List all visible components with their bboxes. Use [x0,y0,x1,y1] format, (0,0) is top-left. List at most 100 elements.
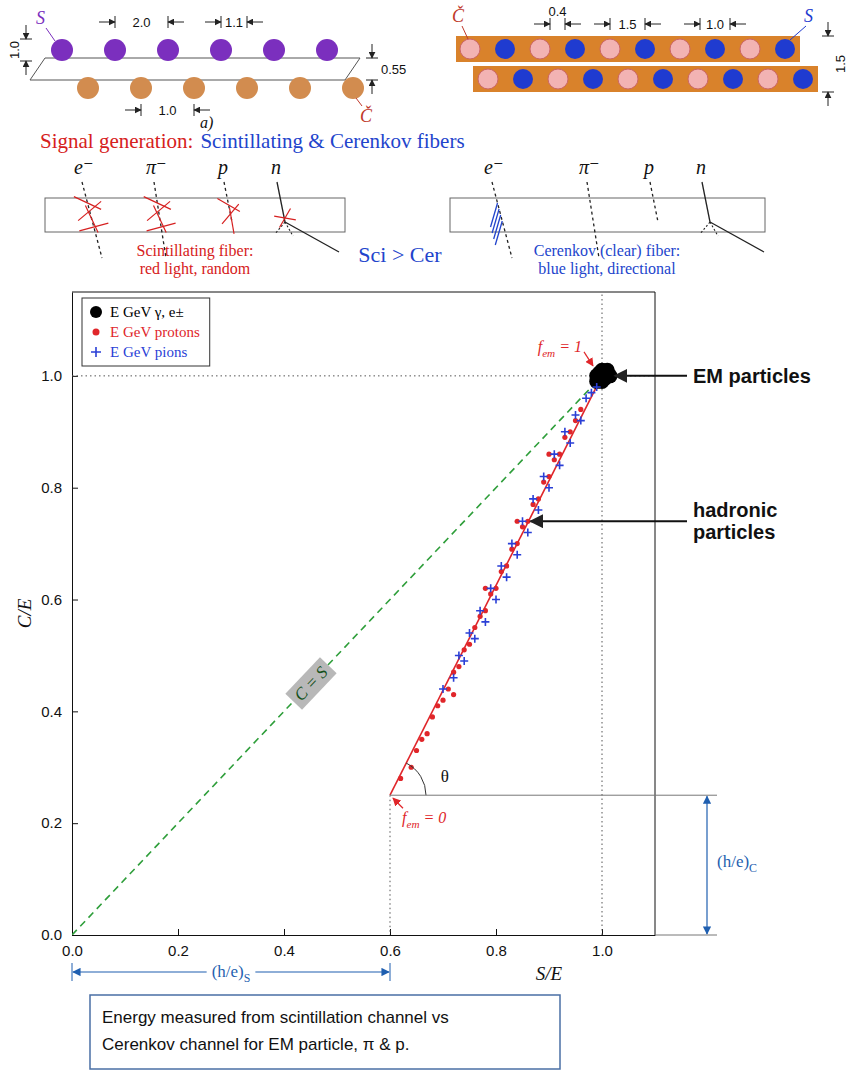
y-tick-label: 0.8 [41,479,62,496]
hadron-line [390,376,602,795]
scintillation-light [280,208,291,227]
neutron-track [710,222,764,252]
scintillating-fiber [157,39,179,61]
x-tick-label: 0.2 [168,942,189,959]
scintillation-light [74,197,101,210]
y-tick-mark [72,711,78,712]
angle-label: θ [441,767,449,786]
particle-track [82,182,102,258]
fragment-track [700,222,710,234]
h-over-e-s-end [72,963,73,981]
dimension-arrow [565,24,581,25]
scintillating-fiber [565,39,585,59]
data-point [524,528,532,536]
hadron-annotations: fem = 0fem = 1θ [393,338,593,830]
dimension-arrow [99,22,115,23]
cerenkov-light [492,209,499,233]
cerenkov-fiber [183,77,205,99]
data-point [492,596,500,604]
dimension-arrow [684,24,700,25]
signal-caption: blue light, directional [538,260,676,278]
y-tick-label: 0.0 [41,926,62,943]
y-axis: 0.00.20.40.60.81.0 [41,293,78,944]
cerenkov-fiber [530,39,550,59]
dimension-arrow [194,110,210,111]
neutron-track [702,182,710,222]
h-over-e-c-label-main: (h/e) [717,852,749,871]
legend: E GeV γ, e±E GeV protonsE GeV pions [82,298,210,366]
scintillating-fiber [210,39,232,61]
data-point [430,714,435,719]
scintillating-fiber [513,69,533,89]
data-point [529,495,537,503]
data-point [578,407,583,412]
signal-panel: e⁻π⁻pnCerenkov (clear) fiber:blue light,… [450,156,765,278]
data-point [456,664,461,669]
fiber-label: Č [452,5,465,26]
particle-label: n [696,156,706,178]
dimension-arrow [594,24,610,25]
data-point [466,629,474,637]
data-point [481,618,489,626]
data-point [398,776,403,781]
data-point [561,428,569,436]
leader-line [356,98,362,106]
data-point [450,674,458,682]
scintillation-light [217,199,240,212]
x-tick: 0.6 [380,929,401,959]
legend-box [82,298,210,366]
dimension-arrow [730,24,746,25]
scintillating-fiber [635,39,655,59]
signal-title: Signal generation: Scintillating & Cerenk… [40,129,465,153]
callout-arrow [615,375,687,377]
comparison-label: Sci > Cer [358,242,442,267]
scintillation-light [147,201,170,220]
signal-title-main: Signal generation: [40,129,193,153]
h-over-e-c-label-sub: C [749,861,757,875]
data-point [414,748,419,753]
y-tick-label: 0.6 [41,591,62,608]
data-point [419,737,424,742]
dimension-label: 2.0 [132,15,150,30]
data-point [487,584,495,592]
y-tick: 0.2 [41,814,78,831]
data-point [476,607,484,615]
y-tick: 0.8 [41,479,78,496]
data-point [455,651,463,659]
fiber-box [45,198,345,232]
legend-marker [91,347,101,357]
data-point [451,692,456,697]
dimension-label: 1.5 [833,55,848,73]
fiber-label: S [804,6,813,26]
cerenkov-fiber [478,69,498,89]
particle-label: p [642,156,654,179]
data-point [519,517,527,525]
data-point [462,647,467,652]
scintillating-fiber [583,69,603,89]
cerenkov-fiber [130,77,152,99]
dimension-arrow [645,24,661,25]
plot-marks [72,292,655,935]
signal-title-sub: Scintillating & Cerenkov fibers [200,129,464,153]
data-point [503,573,511,581]
dimension-arrow [26,25,27,39]
signal-caption: red light, random [140,260,251,278]
fiber-plate [473,66,818,92]
neutron-track [285,222,339,252]
page: SČ2.01.11.00.551.0a)ČS0.41.51.01.5Signal… [0,0,854,1079]
data-point [577,417,585,425]
y-axis-title: C/E [14,598,35,628]
cerenkov-light [491,203,498,227]
dimension-arrow [828,22,829,36]
signal-caption: Scintillating fiber: [137,242,254,260]
scintillating-fiber [51,39,73,61]
caption-line: Energy measured from scintillation chann… [102,1008,449,1027]
data-point [472,625,477,630]
h-over-e-s-label: (h/e)S [212,962,251,985]
particle-label: p [216,156,228,179]
data-point [550,450,558,458]
scintillating-fiber [104,39,126,61]
series-points [439,383,601,693]
legend-label: E GeV protons [110,324,200,340]
dimension-arrow [247,22,263,23]
